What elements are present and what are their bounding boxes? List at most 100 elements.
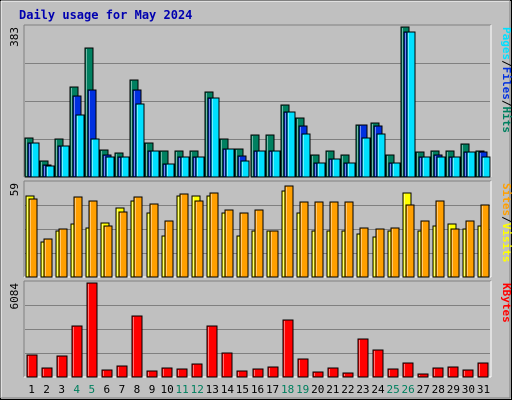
bar-sites-day-16 <box>254 209 264 278</box>
x-tick-label-day-7: 7 <box>119 383 126 396</box>
x-tick-label-day-1: 1 <box>28 383 35 396</box>
bar-pages-day-24 <box>376 133 386 178</box>
x-tick-label-day-31: 31 <box>477 383 490 396</box>
bar-sites-day-22 <box>344 201 354 278</box>
bar-pages-day-22 <box>346 162 356 178</box>
bar-kbytes-day-10 <box>161 367 173 378</box>
bar-kbytes-day-8 <box>131 315 143 378</box>
bar-sites-day-26 <box>405 204 415 278</box>
bar-kbytes-day-29 <box>447 366 459 378</box>
bar-pages-day-14 <box>225 148 235 178</box>
bar-pages-day-16 <box>256 150 266 178</box>
x-tick-label-day-23: 23 <box>356 383 369 396</box>
x-tick-label-day-6: 6 <box>104 383 111 396</box>
bar-sites-day-17 <box>269 230 279 278</box>
bar-kbytes-day-25 <box>387 368 399 378</box>
x-tick-label-day-20: 20 <box>311 383 324 396</box>
bar-pages-day-27 <box>421 156 431 178</box>
bar-pages-day-7 <box>120 156 130 178</box>
x-tick-label-day-27: 27 <box>417 383 430 396</box>
panel-legend: Sites/Visits <box>500 183 512 263</box>
bar-pages-day-4 <box>75 114 85 178</box>
bar-sites-day-2 <box>43 238 53 278</box>
panel-1: 383 Pages/Files/Hits <box>8 24 512 178</box>
panel-2: 59 Sites/Visits <box>8 180 512 278</box>
bar-sites-day-18 <box>284 185 294 278</box>
bar-kbytes-day-5 <box>86 282 98 378</box>
bar-sites-day-15 <box>239 212 249 278</box>
bar-sites-day-11 <box>179 193 189 278</box>
x-tick-label-day-13: 13 <box>206 383 219 396</box>
bar-sites-day-1 <box>28 198 38 278</box>
legend-entry: Sites <box>500 183 512 216</box>
bar-sites-day-25 <box>390 227 400 278</box>
bar-sites-day-7 <box>118 211 128 278</box>
x-tick-label-day-4: 4 <box>73 383 80 396</box>
bar-pages-day-30 <box>466 151 476 178</box>
x-tick-label-day-2: 2 <box>43 383 50 396</box>
bar-pages-day-17 <box>271 150 281 178</box>
bar-sites-day-13 <box>209 192 219 278</box>
bar-kbytes-day-1 <box>26 354 38 378</box>
x-tick-label-day-3: 3 <box>58 383 65 396</box>
bar-kbytes-day-2 <box>41 367 53 378</box>
bar-pages-day-3 <box>60 145 70 178</box>
bar-kbytes-day-28 <box>432 367 444 378</box>
bar-sites-day-24 <box>375 228 385 278</box>
bar-sites-day-14 <box>224 209 234 278</box>
bar-sites-day-9 <box>149 203 159 278</box>
panel-3: 6084 KBytes <box>8 280 512 378</box>
bar-sites-day-23 <box>359 227 369 278</box>
bar-sites-day-28 <box>435 200 445 278</box>
x-tick-label-day-12: 12 <box>191 383 204 396</box>
bar-kbytes-day-24 <box>372 349 384 378</box>
x-tick-label-day-25: 25 <box>386 383 399 396</box>
chart-title: Daily usage for May 2024 <box>19 8 192 22</box>
bar-kbytes-day-16 <box>252 368 264 378</box>
x-tick-label-day-28: 28 <box>432 383 445 396</box>
bar-kbytes-day-27 <box>417 373 429 378</box>
x-tick-label-day-30: 30 <box>462 383 475 396</box>
x-tick-label-day-9: 9 <box>149 383 156 396</box>
panel-max-label: 6084 <box>8 283 21 310</box>
x-tick-label-day-17: 17 <box>266 383 279 396</box>
panel-legend: Pages/Files/Hits <box>500 27 512 133</box>
bar-pages-day-23 <box>361 137 371 178</box>
x-tick-label-day-5: 5 <box>88 383 95 396</box>
bar-kbytes-day-21 <box>327 367 339 378</box>
legend-entry: Hits <box>500 107 512 134</box>
bar-kbytes-day-26 <box>402 362 414 378</box>
x-tick-label-day-26: 26 <box>402 383 415 396</box>
bar-pages-day-18 <box>286 111 296 178</box>
bar-pages-day-9 <box>150 150 160 178</box>
bar-sites-day-20 <box>314 201 324 278</box>
bar-pages-day-29 <box>451 156 461 178</box>
bar-kbytes-day-15 <box>236 370 248 378</box>
bar-sites-day-5 <box>88 200 98 278</box>
bar-sites-day-12 <box>194 200 204 278</box>
bar-pages-day-19 <box>301 133 311 178</box>
bar-kbytes-day-19 <box>297 358 309 378</box>
bar-kbytes-day-9 <box>146 370 158 378</box>
x-tick-label-day-19: 19 <box>296 383 309 396</box>
x-tick-label-day-18: 18 <box>281 383 294 396</box>
bar-sites-day-6 <box>103 225 113 278</box>
bar-kbytes-day-13 <box>206 325 218 378</box>
x-tick-label-day-16: 16 <box>251 383 264 396</box>
legend-entry: KBytes <box>500 283 512 323</box>
bar-kbytes-day-12 <box>191 363 203 378</box>
bar-sites-day-19 <box>299 201 309 278</box>
bar-sites-day-27 <box>420 220 430 278</box>
panel-max-label: 383 <box>8 27 21 47</box>
bar-sites-day-3 <box>58 228 68 278</box>
bar-kbytes-day-3 <box>56 355 68 378</box>
x-tick-label-day-15: 15 <box>236 383 249 396</box>
bar-pages-day-20 <box>316 162 326 178</box>
legend-entry: / <box>500 216 512 223</box>
legend-entry: Visits <box>500 223 512 263</box>
bar-pages-day-28 <box>436 156 446 178</box>
bar-kbytes-day-6 <box>101 369 113 378</box>
bar-sites-day-4 <box>73 196 83 278</box>
